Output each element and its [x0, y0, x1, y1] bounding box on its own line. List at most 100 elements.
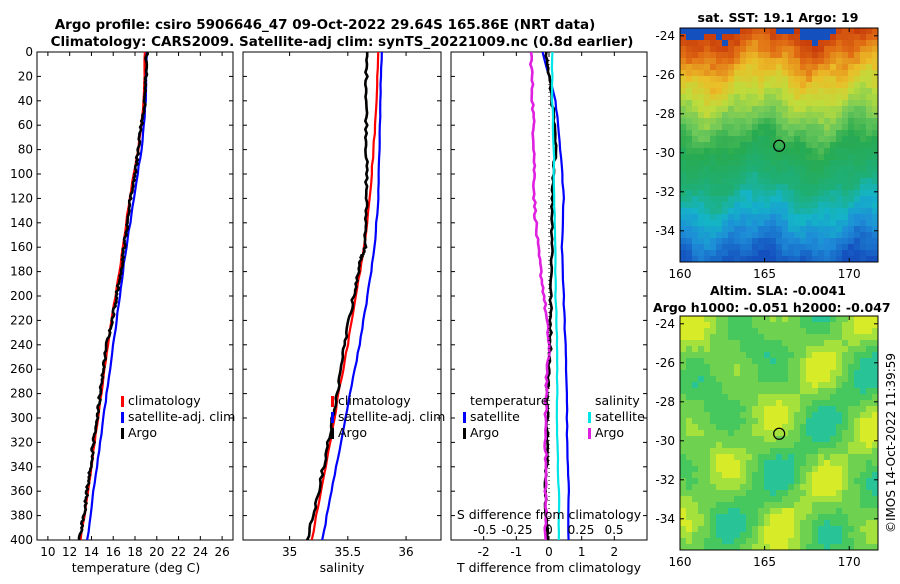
map-cell: [698, 118, 705, 125]
map-cell: [698, 202, 705, 209]
map-cell: [716, 124, 723, 131]
map-cell: [722, 70, 729, 77]
map-cell: [854, 160, 861, 167]
map-cell: [734, 484, 741, 491]
map-cell: [698, 388, 705, 395]
map-cell: [818, 514, 825, 521]
map-cell: [854, 112, 861, 119]
map-cell: [698, 130, 705, 137]
map-cell: [860, 520, 867, 527]
map-cell: [680, 424, 687, 431]
sla-map-title: Altim. SLA: -0.0041: [710, 283, 846, 298]
map-cell: [830, 34, 837, 41]
map-cell: [818, 322, 825, 329]
map-cell: [728, 34, 735, 41]
map-cell: [716, 40, 723, 47]
map-cell: [740, 70, 747, 77]
map-cell: [854, 40, 861, 47]
map-cell: [770, 232, 777, 239]
map-cell: [758, 382, 765, 389]
map-cell: [680, 520, 687, 527]
map-cell: [722, 184, 729, 191]
map-cell: [704, 448, 711, 455]
map-cell: [692, 46, 699, 53]
map-cell: [788, 418, 795, 425]
map-cell: [848, 166, 855, 173]
map-cell: [836, 28, 843, 35]
map-cell: [872, 370, 878, 377]
map-cell: [716, 406, 723, 413]
map-cell: [824, 88, 831, 95]
map-cell: [710, 478, 717, 485]
map-cell: [764, 82, 771, 89]
map-cell: [866, 112, 873, 119]
map-cell: [788, 178, 795, 185]
map-cell: [860, 226, 867, 233]
map-cell: [806, 478, 813, 485]
map-cell: [758, 166, 765, 173]
map-cell: [716, 28, 723, 35]
map-cell: [710, 526, 717, 533]
map-cell: [770, 112, 777, 119]
map-cell: [776, 418, 783, 425]
map-cell: [872, 58, 878, 65]
map-cell: [794, 106, 801, 113]
map-cell: [698, 490, 705, 497]
map-cell: [794, 472, 801, 479]
map-cell: [740, 130, 747, 137]
map-cell: [860, 46, 867, 53]
map-cell: [716, 346, 723, 353]
map-cell: [740, 400, 747, 407]
salinity-panel: 35 35.5 36: [242, 51, 442, 559]
map-cell: [842, 484, 849, 491]
map-cell: [686, 448, 693, 455]
map-cell: [818, 238, 825, 245]
map-cell: [872, 238, 878, 245]
x-tick-label: 1: [578, 545, 586, 559]
x-tick-label: 35: [282, 545, 297, 559]
map-cell: [758, 376, 765, 383]
map-cell: [866, 160, 873, 167]
map-cell: [686, 70, 693, 77]
map-cell: [800, 214, 807, 221]
map-cell: [734, 166, 741, 173]
map-cell: [794, 214, 801, 221]
map-cell: [698, 94, 705, 101]
map-cell: [758, 100, 765, 107]
map-cell: [848, 28, 855, 35]
map-cell: [836, 400, 843, 407]
map-cell: [812, 88, 819, 95]
map-cell: [764, 412, 771, 419]
map-cell: [800, 106, 807, 113]
map-cell: [758, 340, 765, 347]
map-cell: [800, 70, 807, 77]
map-cell: [824, 214, 831, 221]
map-cell: [758, 232, 765, 239]
map-cell: [698, 244, 705, 251]
map-cell: [764, 316, 771, 323]
map-cell: [686, 244, 693, 251]
map-cell: [680, 454, 687, 461]
map-cell: [710, 142, 717, 149]
map-cell: [692, 358, 699, 365]
map-cell: [800, 148, 807, 155]
map-cell: [830, 508, 837, 515]
map-cell: [806, 472, 813, 479]
map-cell: [794, 148, 801, 155]
map-cell: [722, 490, 729, 497]
map-cell: [848, 520, 855, 527]
map-cell: [818, 208, 825, 215]
map-cell: [764, 508, 771, 515]
map-cell: [686, 106, 693, 113]
map-cell: [860, 232, 867, 239]
map-cell: [824, 376, 831, 383]
map-cell: [758, 412, 765, 419]
map-cell: [782, 244, 789, 251]
map-cell: [836, 508, 843, 515]
x-tick-label: 24: [193, 545, 208, 559]
map-cell: [806, 496, 813, 503]
map-cell: [740, 160, 747, 167]
map-cell: [848, 394, 855, 401]
map-cell: [692, 460, 699, 467]
map-cell: [800, 508, 807, 515]
